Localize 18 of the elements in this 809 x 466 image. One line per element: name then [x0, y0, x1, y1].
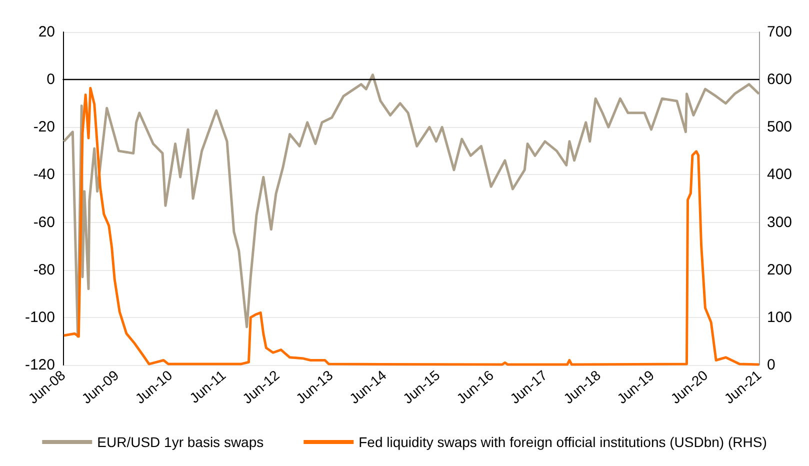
- y2-tick-label: 700: [767, 24, 792, 40]
- y-tick-label: -20: [33, 118, 55, 136]
- legend-label: Fed liquidity swaps with foreign official institutions (USDbn) (RHS): [358, 434, 767, 450]
- legend-label: EUR/USD 1yr basis swaps: [97, 434, 264, 450]
- y-tick-label: -40: [33, 166, 55, 184]
- y2-tick-label: 500: [767, 118, 792, 136]
- y-tick-label: 20: [38, 24, 55, 40]
- y-tick-label: -120: [24, 356, 55, 374]
- y2-tick-label: 600: [767, 71, 792, 88]
- y2-tick-label: 100: [767, 308, 792, 326]
- y-tick-label: -100: [24, 308, 55, 326]
- y-tick-label: 0: [46, 71, 55, 88]
- y-tick-label: -60: [33, 214, 55, 231]
- y2-tick-label: 200: [767, 261, 792, 278]
- y-tick-label: -80: [33, 261, 55, 278]
- y2-tick-label: 400: [767, 166, 792, 184]
- y2-tick-label: 300: [767, 214, 792, 231]
- y2-tick-label: 0: [767, 356, 776, 374]
